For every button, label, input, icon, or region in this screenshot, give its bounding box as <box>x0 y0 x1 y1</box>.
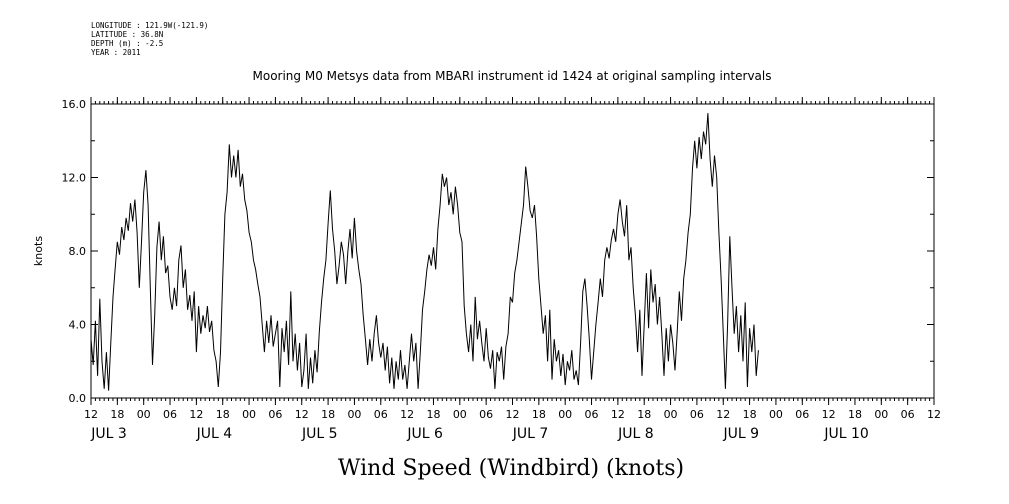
x-tick-label: 00 <box>242 408 256 421</box>
date-axis: JUL 3 JUL 4 JUL 5 JUL 6 JUL 7 JUL 8 JUL 9 JUL 1… <box>90 426 869 442</box>
x-tick-label: 12 <box>295 408 309 421</box>
date-label: JUL 9 <box>722 426 759 442</box>
x-tick-label: 18 <box>743 408 757 421</box>
date-label: JUL 8 <box>617 426 654 442</box>
y-axis-title: knots <box>32 236 45 266</box>
x-tick-label: 12 <box>927 408 941 421</box>
x-tick-label: 06 <box>690 408 704 421</box>
latitude-label: LATITUDE : 36.8N <box>91 30 164 39</box>
date-label: JUL 10 <box>823 426 868 442</box>
y-tick-label: 16.0 <box>62 98 87 111</box>
x-tick-label: 12 <box>400 408 414 421</box>
x-tick-label: 18 <box>110 408 124 421</box>
x-tick-label: 06 <box>901 408 915 421</box>
x-tick-label: 06 <box>479 408 493 421</box>
year-label: YEAR : 2011 <box>91 48 141 57</box>
x-axis: 12 18 00 06 12 18 00 06 12 18 00 06 12 18 00 06 12 18 00 06… <box>84 97 941 421</box>
date-label: JUL 5 <box>301 426 338 442</box>
x-tick-label: 18 <box>637 408 651 421</box>
x-tick-label: 06 <box>268 408 282 421</box>
x-tick-label: 12 <box>611 408 625 421</box>
x-tick-label: 06 <box>163 408 177 421</box>
plot-frame <box>90 103 935 399</box>
x-tick-label: 00 <box>558 408 572 421</box>
x-tick-label: 12 <box>84 408 98 421</box>
minor-ticks <box>90 101 935 401</box>
y-tick-label: 0.0 <box>69 392 87 405</box>
x-tick-label: 00 <box>874 408 888 421</box>
x-tick-label: 12 <box>506 408 520 421</box>
x-tick-label: 18 <box>532 408 546 421</box>
metadata-block: LONGITUDE : 121.9W(-121.9) LATITUDE : 36… <box>91 21 208 57</box>
x-tick-label: 00 <box>664 408 678 421</box>
y-tick-label: 12.0 <box>62 172 87 185</box>
depth-label: DEPTH (m) : -2.5 <box>91 39 164 48</box>
date-label: JUL 6 <box>406 426 443 442</box>
x-tick-label: 12 <box>716 408 730 421</box>
chart-title: Mooring M0 Metsys data from MBARI instru… <box>253 69 772 83</box>
y-tick-label: 4.0 <box>69 319 87 332</box>
x-tick-label: 12 <box>822 408 836 421</box>
x-tick-label: 18 <box>321 408 335 421</box>
x-axis-title: Wind Speed (Windbird) (knots) <box>338 456 684 481</box>
x-tick-label: 00 <box>347 408 361 421</box>
x-tick-label: 00 <box>453 408 467 421</box>
x-tick-label: 00 <box>769 408 783 421</box>
date-label: JUL 3 <box>90 426 127 442</box>
x-tick-label: 12 <box>189 408 203 421</box>
x-tick-label: 18 <box>216 408 230 421</box>
date-label: JUL 4 <box>196 426 233 442</box>
y-axis: 0.0 4.0 8.0 12.0 16.0 <box>62 98 934 405</box>
date-label: JUL 7 <box>512 426 549 442</box>
x-tick-label: 06 <box>374 408 388 421</box>
longitude-label: LONGITUDE : 121.9W(-121.9) <box>91 21 209 30</box>
x-tick-label: 06 <box>585 408 599 421</box>
x-tick-label: 18 <box>426 408 440 421</box>
y-tick-label: 8.0 <box>69 245 87 258</box>
x-tick-label: 06 <box>795 408 809 421</box>
x-tick-label: 00 <box>137 408 151 421</box>
wind-speed-line <box>90 113 759 391</box>
x-tick-label: 18 <box>848 408 862 421</box>
